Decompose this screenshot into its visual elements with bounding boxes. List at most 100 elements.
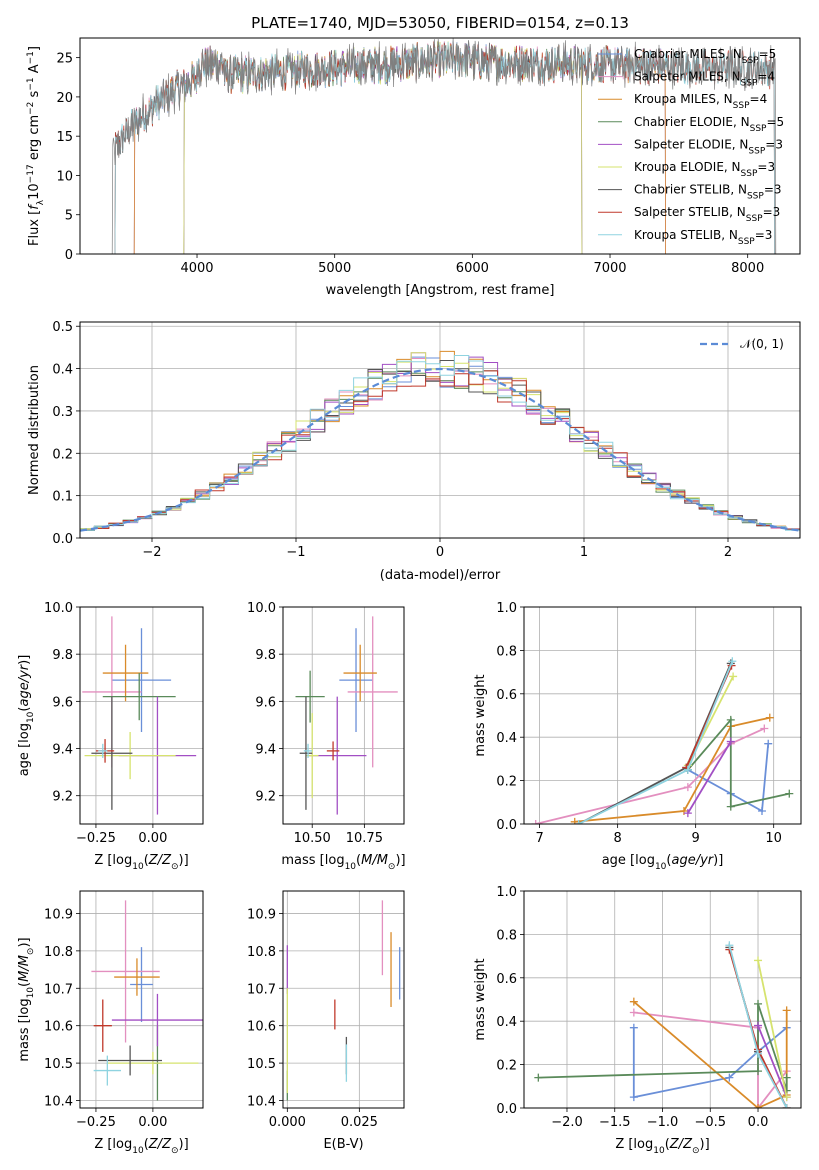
y-axis-label: age [log10(age/yr)] xyxy=(17,655,36,777)
y-tick-label: 10.8 xyxy=(247,945,276,960)
legend-label: Salpeter MILES, NSSP=4 xyxy=(634,70,775,89)
y-tick-label: 0.8 xyxy=(496,928,517,943)
y-tick-label: 0.0 xyxy=(52,532,73,547)
y-tick-label: 10.4 xyxy=(44,1095,73,1110)
y-axis-label: Normed distribution xyxy=(27,365,42,495)
x-tick-label: 5000 xyxy=(318,261,351,276)
weight-marker xyxy=(754,1049,763,1058)
x-tick-label: 7000 xyxy=(593,261,626,276)
weight-marker xyxy=(782,1006,791,1015)
chart-title: PLATE=1740, MJD=53050, FIBERID=0154, z=0… xyxy=(251,14,629,32)
weight-marker xyxy=(765,713,774,722)
x-tick-label: 10 xyxy=(765,831,782,846)
x-tick-label: 8000 xyxy=(731,261,764,276)
y-tick-label: 10.0 xyxy=(44,601,73,616)
axes-spectrum: 4000 5000 6000 7000 8000 0 5 10 15 20 25 xyxy=(56,37,801,276)
axes-frame xyxy=(282,890,405,1109)
weight-line xyxy=(757,1025,788,1098)
axes-weight_vs_age: 7 8 9 10 0.0 0.2 0.4 0.6 0.8 1.0 xyxy=(496,601,802,846)
y-tick-label: 0.3 xyxy=(52,405,73,420)
weight-line xyxy=(574,716,770,823)
x-tick-label: 10.75 xyxy=(346,831,383,846)
x-tick-label: −1.0 xyxy=(647,1115,679,1130)
weight-marker xyxy=(754,999,763,1008)
y-tick-label: 5 xyxy=(65,209,73,224)
plot-area xyxy=(91,900,203,1101)
x-tick-label: 10.50 xyxy=(294,831,331,846)
y-tick-label: 0.6 xyxy=(496,688,517,703)
y-tick-label: 0 xyxy=(65,248,73,263)
plot-area xyxy=(531,657,794,824)
weight-marker xyxy=(574,820,583,824)
weight-marker xyxy=(726,715,735,724)
y-tick-label: 15 xyxy=(56,130,73,145)
y-axis-label: Flux [fλ10−17 erg cm−2 s−1 A−1] xyxy=(26,46,46,246)
plot-area xyxy=(534,941,791,1108)
axes-age_vs_mass: 10.50 10.75 9.2 9.4 9.6 9.8 10.0 xyxy=(247,601,405,846)
y-axis-label: mass weight xyxy=(473,674,488,756)
x-tick-label: 6000 xyxy=(456,261,489,276)
y-tick-label: 9.2 xyxy=(52,790,73,805)
x-tick-label: −1.5 xyxy=(599,1115,631,1130)
axes-age_vs_Z: −0.25 0.00 9.2 9.4 9.6 9.8 10.0 xyxy=(44,601,204,846)
x-tick-label: 2 xyxy=(724,545,732,560)
y-tick-label: 20 xyxy=(56,91,73,106)
weight-marker xyxy=(782,1093,791,1102)
plot-area xyxy=(82,616,197,815)
y-tick-label: 9.2 xyxy=(255,790,276,805)
y-tick-label: 10.9 xyxy=(44,907,73,922)
weight-marker xyxy=(725,1073,734,1082)
x-tick-label: 1 xyxy=(580,545,588,560)
x-tick-label: 0.025 xyxy=(341,1115,378,1130)
weight-marker xyxy=(683,809,692,818)
y-tick-label: 9.8 xyxy=(255,648,276,663)
plot-area xyxy=(295,616,398,815)
weight-marker xyxy=(629,1023,638,1032)
y-axis-label: mass weight xyxy=(473,958,488,1040)
y-tick-label: 0.4 xyxy=(496,1015,517,1030)
x-tick-label: −0.5 xyxy=(694,1115,726,1130)
y-tick-label: 9.4 xyxy=(52,743,73,758)
x-tick-label: −2 xyxy=(142,545,161,560)
axes-mass_vs_Z: −0.25 0.00 10.4 10.5 10.6 10.7 10.8 10.9 xyxy=(44,890,204,1130)
weight-marker xyxy=(629,1093,638,1102)
x-axis-label: (data-model)/error xyxy=(380,568,501,583)
x-tick-label: 9 xyxy=(692,831,700,846)
plot-area xyxy=(286,900,401,1101)
weight-line xyxy=(687,741,732,814)
y-tick-label: 9.6 xyxy=(255,695,276,710)
y-tick-label: 10 xyxy=(56,169,73,184)
legend-label: Chabrier ELODIE, NSSP=5 xyxy=(634,115,784,134)
y-tick-label: 0.2 xyxy=(52,447,73,462)
y-tick-label: 10.4 xyxy=(247,1095,276,1110)
x-tick-label: −0.25 xyxy=(76,1115,116,1130)
x-axis-label: mass [log10(M/M⊙)] xyxy=(281,853,405,872)
weight-marker xyxy=(725,941,734,950)
weight-marker xyxy=(760,724,769,733)
y-tick-label: 0.1 xyxy=(52,490,73,505)
y-tick-label: 25 xyxy=(56,52,73,67)
weight-marker xyxy=(531,820,540,824)
legend-label: Kroupa ELODIE, NSSP=3 xyxy=(634,160,775,179)
x-tick-label: −0.25 xyxy=(76,831,116,846)
weight-marker xyxy=(629,997,638,1006)
axes-frame xyxy=(79,890,204,1109)
weight-line xyxy=(578,663,732,824)
weight-line xyxy=(633,1001,788,1108)
legend-label: Salpeter ELODIE, NSSP=3 xyxy=(634,137,783,156)
axes-residuals: −2 −1 0 1 2 0.0 0.1 0.2 0.3 0.4 0.5 xyxy=(52,320,801,560)
weight-marker xyxy=(754,1104,763,1108)
y-tick-label: 1.0 xyxy=(496,885,517,900)
y-tick-label: 10.5 xyxy=(247,1057,276,1072)
y-tick-label: 0.0 xyxy=(496,818,517,833)
x-axis-label: Z [log10(Z/Z⊙)] xyxy=(94,853,188,872)
weight-marker xyxy=(782,1073,791,1082)
weight-marker xyxy=(728,657,737,666)
x-tick-label: 0.000 xyxy=(269,1115,306,1130)
weight-marker xyxy=(570,817,579,824)
legend-label: Kroupa MILES, NSSP=4 xyxy=(634,92,767,111)
legend-label: Salpeter STELIB, NSSP=3 xyxy=(634,205,780,224)
plot-area xyxy=(80,350,800,532)
y-tick-label: 10.5 xyxy=(44,1057,73,1072)
